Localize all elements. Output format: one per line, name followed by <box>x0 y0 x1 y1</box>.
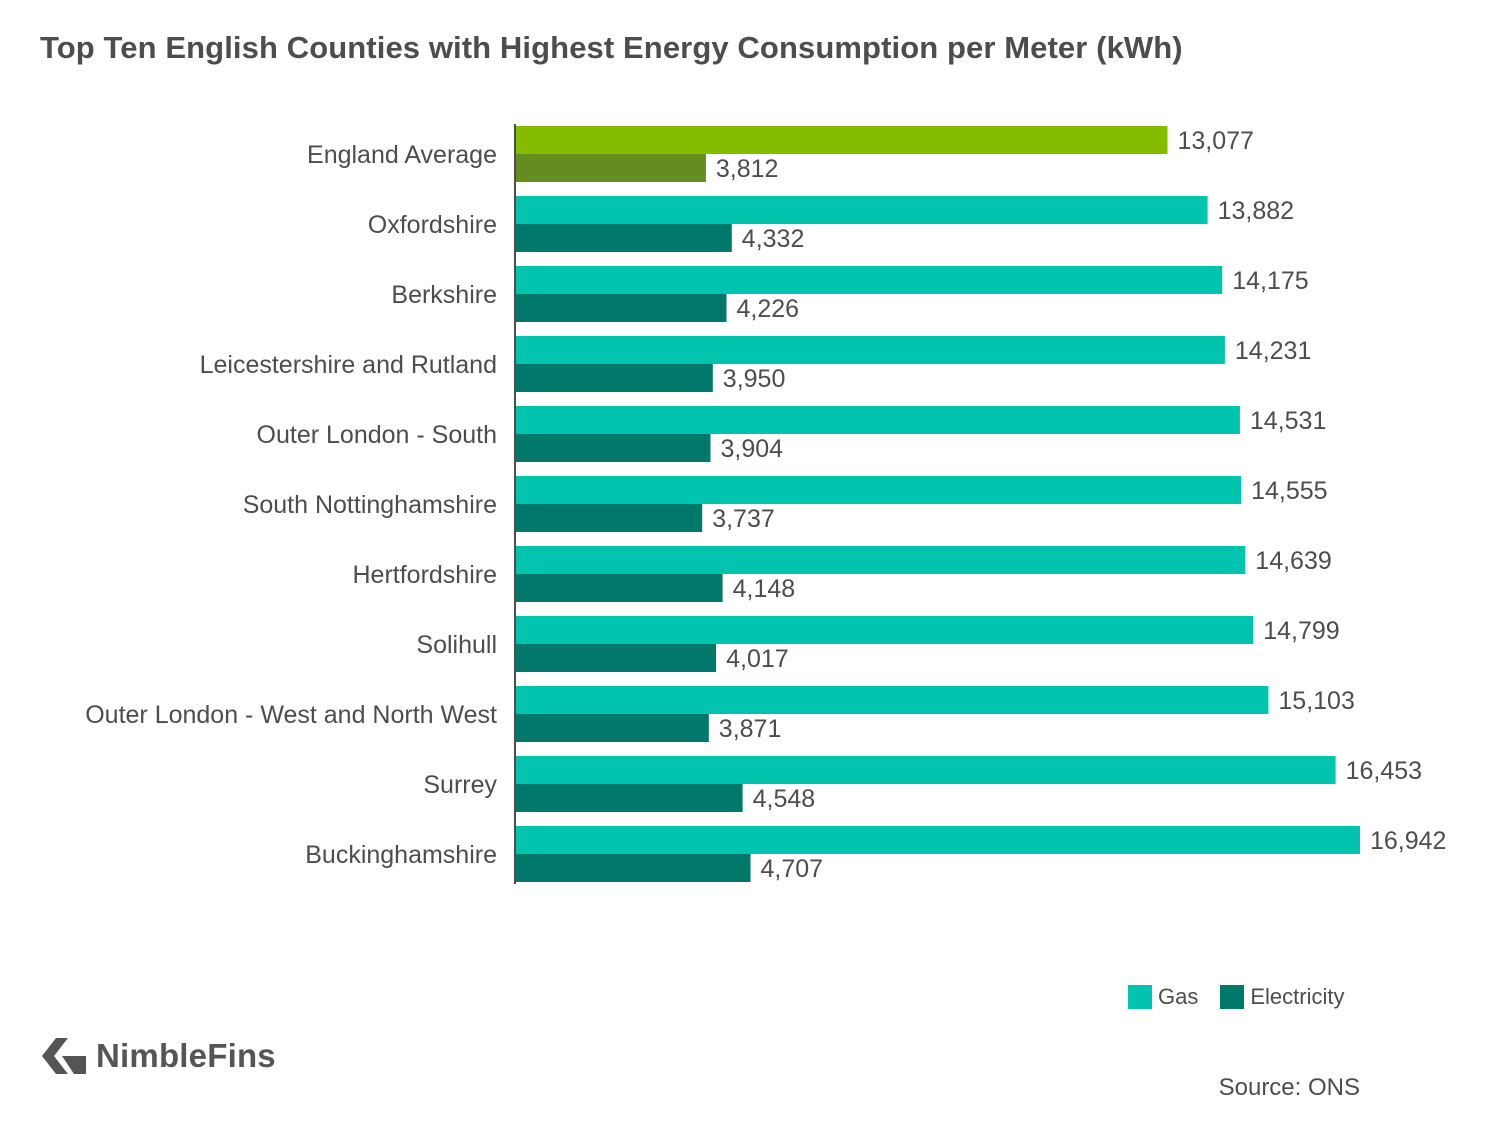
legend-label-electricity: Electricity <box>1250 984 1345 1009</box>
electricity-value-label: 3,737 <box>712 505 775 533</box>
gas-value-label: 14,531 <box>1250 407 1326 435</box>
electricity-bar <box>516 434 711 462</box>
category-label: Oxfordshire <box>368 211 497 239</box>
electricity-value-label: 3,871 <box>719 715 782 743</box>
legend: Gas Electricity <box>1128 984 1366 1010</box>
gas-bar <box>516 756 1336 784</box>
electricity-bar <box>516 644 717 672</box>
category-label: Outer London - South <box>257 421 497 449</box>
legend-item-gas: Gas <box>1128 984 1198 1010</box>
legend-item-electricity: Electricity <box>1220 984 1344 1010</box>
category-label: England Average <box>307 141 497 169</box>
labels-layer: England Average 13,077 3,812 Oxfordshire 13,… <box>85 127 1446 883</box>
gas-value-label: 14,231 <box>1235 337 1311 365</box>
electricity-value-label: 4,332 <box>742 225 805 253</box>
electricity-bar <box>516 784 743 812</box>
chart-title: Top Ten English Counties with Highest En… <box>40 30 1183 65</box>
gas-bar <box>516 686 1269 714</box>
brand-name: NimbleFins <box>96 1037 276 1074</box>
gas-value-label: 14,175 <box>1232 267 1308 295</box>
gas-bar <box>516 546 1246 574</box>
nimblefins-chevron-logo-icon <box>42 1038 86 1074</box>
bars-layer <box>516 126 1360 882</box>
electricity-value-label: 4,226 <box>737 295 800 323</box>
legend-swatch-electricity <box>1220 985 1245 1009</box>
electricity-bar <box>516 154 706 182</box>
gas-bar <box>516 126 1168 154</box>
gas-bar <box>516 336 1225 364</box>
category-label: Hertfordshire <box>353 561 498 589</box>
electricity-value-label: 4,148 <box>733 575 796 603</box>
gas-value-label: 15,103 <box>1278 687 1354 715</box>
gas-value-label: 14,639 <box>1255 547 1331 575</box>
category-label: Solihull <box>416 631 497 659</box>
gas-value-label: 16,453 <box>1346 757 1422 785</box>
legend-swatch-gas <box>1128 985 1152 1009</box>
gas-bar <box>516 196 1208 224</box>
gas-value-label: 13,882 <box>1218 197 1294 225</box>
legend-label-gas: Gas <box>1158 984 1199 1009</box>
source-note: Source: ONS <box>1218 1074 1360 1101</box>
electricity-value-label: 3,950 <box>723 365 786 393</box>
category-label: Buckinghamshire <box>305 841 497 869</box>
category-label: Surrey <box>423 771 497 799</box>
electricity-value-label: 4,017 <box>726 645 789 673</box>
electricity-bar <box>516 224 732 252</box>
gas-value-label: 14,555 <box>1251 477 1327 505</box>
brand: NimbleFins <box>40 1036 276 1076</box>
electricity-bar <box>516 574 723 602</box>
electricity-value-label: 3,812 <box>716 155 779 183</box>
gas-bar <box>516 266 1223 294</box>
category-label: Outer London - West and North West <box>85 701 497 729</box>
gas-bar <box>516 616 1254 644</box>
electricity-bar <box>516 364 713 392</box>
gas-value-label: 14,799 <box>1263 617 1339 645</box>
gas-bar <box>516 406 1240 434</box>
electricity-bar <box>516 504 703 532</box>
gas-value-label: 13,077 <box>1178 127 1254 155</box>
electricity-value-label: 4,707 <box>761 855 824 883</box>
electricity-value-label: 4,548 <box>753 785 816 813</box>
electricity-bar <box>516 854 751 882</box>
electricity-bar <box>516 294 727 322</box>
gas-value-label: 16,942 <box>1370 827 1446 855</box>
electricity-bar <box>516 714 709 742</box>
gas-bar <box>516 476 1242 504</box>
category-label: Leicestershire and Rutland <box>200 351 497 379</box>
category-label: Berkshire <box>391 281 497 309</box>
gas-bar <box>516 826 1360 854</box>
category-label: South Nottinghamshire <box>243 491 497 519</box>
electricity-value-label: 3,904 <box>721 435 784 463</box>
